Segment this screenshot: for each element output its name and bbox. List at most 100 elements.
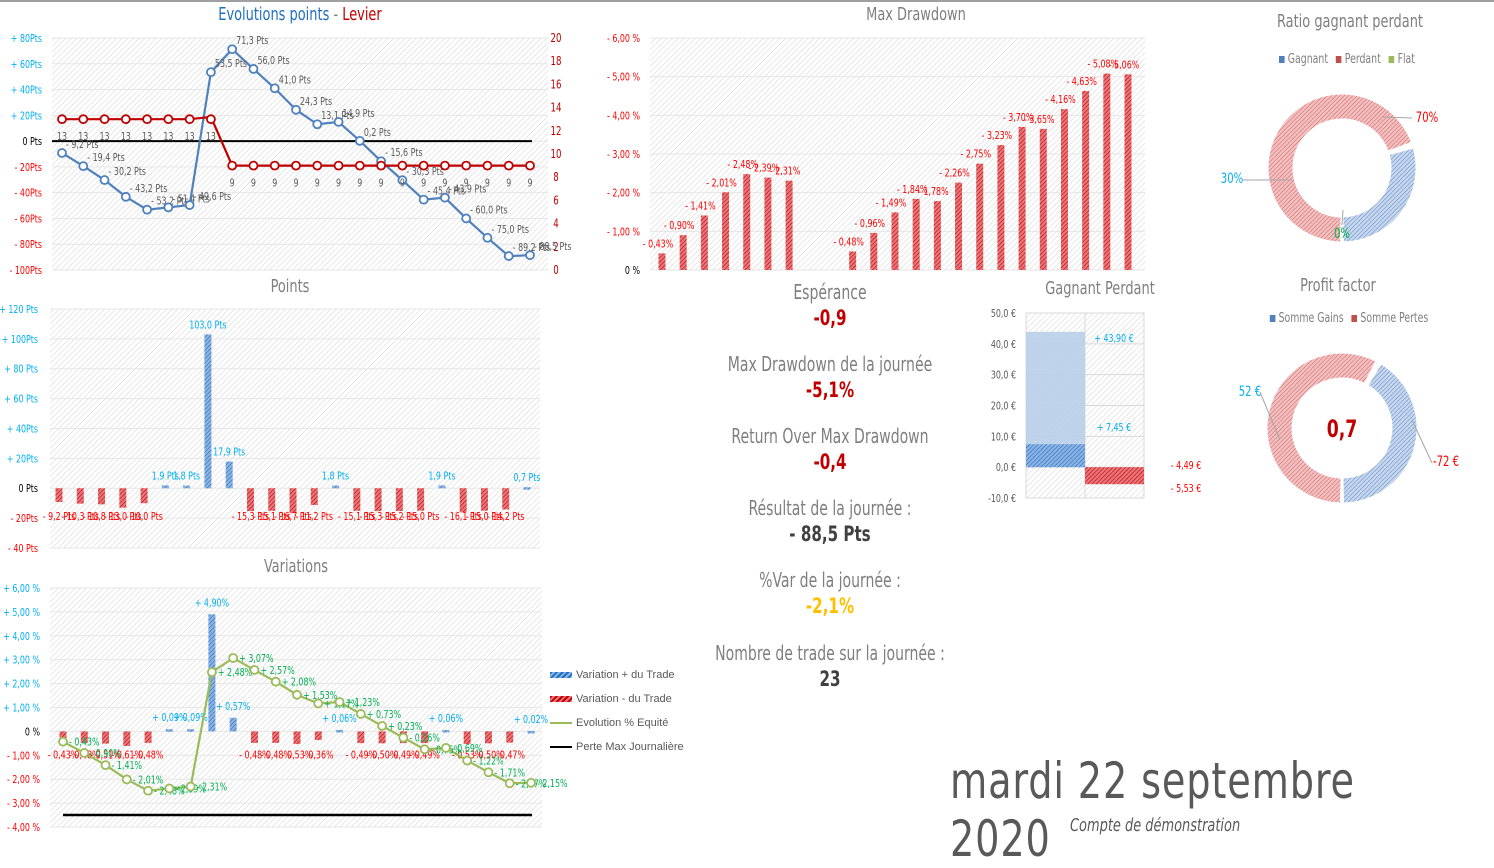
points-data-label: - 30,2 Pts xyxy=(109,166,147,179)
levier-marker xyxy=(248,160,259,171)
y-tick-label-right: 16 xyxy=(551,78,562,92)
drawdown-bar xyxy=(933,201,941,270)
negative-bar xyxy=(55,488,63,502)
negative-variation-bar xyxy=(102,731,110,744)
drawdown-data-label: - 3,65% xyxy=(1024,114,1055,127)
variation-minus-swatch xyxy=(550,696,572,702)
equity-data-label: + 0,73% xyxy=(367,709,401,722)
equity-data-label: - 1,41% xyxy=(112,760,143,773)
levier-data-label: 9 xyxy=(400,177,405,190)
points-data-label: 14,9 Pts xyxy=(343,108,375,121)
legend-label: Somme Gains xyxy=(1278,311,1344,326)
kpi-value: -0,9 xyxy=(813,306,847,330)
y-tick-label-left: 0 Pts xyxy=(22,136,42,149)
drawdown-bar xyxy=(743,174,751,270)
kpi-label: Résultat de la journée : xyxy=(748,496,912,520)
donut-data-label: -72 € xyxy=(1433,453,1459,469)
evolution-title-levier: Levier xyxy=(342,4,382,25)
equity-data-label: + 1,53% xyxy=(303,690,337,703)
leader-line xyxy=(1411,419,1433,464)
points-data-label: - 43,2 Pts xyxy=(130,183,168,196)
y-tick-label-left: + 40Pts xyxy=(11,84,42,97)
drawdown-bar xyxy=(891,212,899,270)
points-marker xyxy=(248,64,259,74)
equity-marker xyxy=(526,777,536,788)
y-tick-label: + 120 Pts xyxy=(0,304,38,317)
points-data-label: - 53,2 Pts xyxy=(151,195,189,208)
drawdown-bar xyxy=(700,215,708,270)
drawdown-bar xyxy=(1018,126,1026,270)
negative-bar xyxy=(395,488,403,511)
y-tick-label: - 3,00 % xyxy=(607,149,640,162)
bar-data-label: 1,8 Pts xyxy=(322,470,349,483)
points-data-label: - 75,0 Pts xyxy=(491,224,529,237)
drawdown-chart: - 6,00 % - 5,00 % - 4,00 % - 3,00 % - 2,00 %… xyxy=(607,33,1145,278)
equity-marker xyxy=(419,744,430,755)
y-tick-label-right: 0 xyxy=(553,264,559,278)
equity-data-label: - 0,43% xyxy=(69,736,100,749)
levier-data-label: 9 xyxy=(336,177,341,190)
equity-data-label: - 1,71% xyxy=(494,767,525,780)
levier-marker xyxy=(376,160,386,171)
y-tick-label: 50,0 € xyxy=(991,308,1016,321)
bar-data-label: - 13,0 Pts xyxy=(104,511,142,524)
drawdown-bar xyxy=(1082,90,1090,270)
points-marker xyxy=(120,191,131,202)
levier-data-label: 9 xyxy=(527,177,532,190)
positive-variation-bar xyxy=(442,729,450,733)
levier-data-label: 9 xyxy=(251,177,256,190)
y-tick-label: + 6,00 % xyxy=(3,583,40,596)
gagnant-perdant-title: Gagnant Perdant xyxy=(1045,278,1155,299)
points-data-label: - 89,2 Pts xyxy=(513,242,551,255)
y-tick-label-right: 2 xyxy=(553,240,559,254)
positive-bar xyxy=(332,485,340,489)
levier-data-label: 13 xyxy=(121,131,131,144)
evolution-title-points: Evolutions points xyxy=(218,4,330,25)
points-data-label: - 51,4 Pts xyxy=(172,193,210,206)
y-tick-label: 0,0 € xyxy=(996,462,1016,475)
levier-marker xyxy=(440,160,450,171)
equity-marker xyxy=(164,783,175,794)
levier-marker xyxy=(397,160,408,171)
equity-marker xyxy=(207,667,217,678)
points-data-label: - 60,0 Pts xyxy=(470,204,508,217)
equity-data-label: - 2,31% xyxy=(197,781,228,794)
y-tick-label: - 4,00 % xyxy=(7,822,40,835)
positive-bar xyxy=(204,334,212,489)
equity-marker xyxy=(462,755,473,766)
drawdown-data-label: - 3,23% xyxy=(982,130,1013,143)
levier-data-label: 9 xyxy=(315,177,320,190)
points-data-label: 0,2 Pts xyxy=(364,127,391,140)
legend-item-variation-minus: Variation - du Trade xyxy=(550,687,684,711)
kpi-value: -5,1% xyxy=(805,378,855,402)
equity-marker xyxy=(377,721,387,731)
equity-data-label: + 2,57% xyxy=(260,665,294,678)
levier-data-label: 13 xyxy=(142,131,152,144)
points-data-label: 24,3 Pts xyxy=(300,96,332,109)
positive-variation-bar xyxy=(229,717,237,732)
kpi-label: %Var de la journée : xyxy=(759,568,901,592)
levier-marker xyxy=(333,160,344,171)
legend-label: Variation + du Trade xyxy=(576,669,675,681)
equity-data-label: + 1,23% xyxy=(346,697,380,710)
negative-bar xyxy=(353,488,361,511)
legend-item-perdant: Perdant xyxy=(1335,52,1381,67)
donut-data-label: 30% xyxy=(1221,170,1243,186)
bar-data-label: - 15,0 Pts xyxy=(466,511,504,524)
gagnant-perdant-chart: 50,0 € 40,0 € 30,0 € 20,0 € 10,0 € 0,0 € -10,0… xyxy=(988,308,1201,506)
drawdown-data-label: - 1,41% xyxy=(685,200,716,213)
points-data-label: - 43,9 Pts xyxy=(449,184,487,197)
y-tick-label: - 3,00 % xyxy=(7,798,40,811)
drawdown-bar xyxy=(870,232,878,270)
report-date: mardi 22 septembre 2020 xyxy=(950,752,1355,868)
levier-marker xyxy=(184,114,195,125)
negative-variation-bar xyxy=(484,731,492,744)
y-tick-label-left: + 60Pts xyxy=(11,59,42,72)
y-tick-label: - 40 Pts xyxy=(8,543,38,556)
y-tick-label: 0 % xyxy=(625,265,640,278)
variations-legend: Variation + du Trade Variation - du Trad… xyxy=(550,663,684,759)
levier-marker xyxy=(418,160,429,171)
bar-data-label: - 15,2 Pts xyxy=(381,511,419,524)
drawdown-data-label: - 1,49% xyxy=(876,197,907,210)
bar-data-label: 1,9 Pts xyxy=(152,470,179,483)
